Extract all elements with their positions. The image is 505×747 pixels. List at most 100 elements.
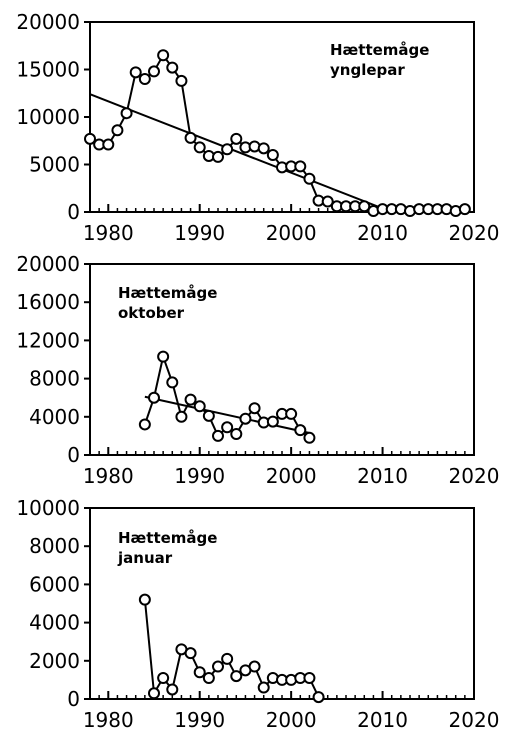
- x-tick-label: 2020: [449, 708, 500, 732]
- data-point: [312, 691, 325, 704]
- chart-annotation-line: Hættemåge: [118, 284, 217, 302]
- data-point: [138, 73, 151, 85]
- data-point: [175, 410, 188, 423]
- x-tick-label: 2020: [449, 464, 500, 488]
- data-point: [193, 141, 206, 154]
- y-tick-label: 4000: [29, 405, 80, 429]
- data-point: [221, 143, 234, 156]
- data-point: [138, 418, 151, 431]
- y-tick-label: 0: [67, 687, 80, 711]
- y-tick-label: 10000: [16, 496, 80, 520]
- data-point: [230, 427, 243, 440]
- y-tick-label: 4000: [29, 611, 80, 635]
- data-point: [193, 666, 206, 679]
- data-point: [294, 160, 307, 173]
- data-point: [221, 652, 234, 665]
- data-point: [358, 200, 371, 213]
- y-tick-label: 8000: [29, 534, 80, 558]
- x-tick-label: 1980: [83, 221, 134, 245]
- chart-annotation-line: ynglepar: [330, 61, 405, 79]
- data-point: [239, 412, 252, 425]
- data-point: [148, 391, 160, 404]
- data-point: [303, 431, 316, 444]
- y-tick-label: 6000: [29, 572, 80, 596]
- data-point: [303, 172, 316, 185]
- data-point: [458, 203, 471, 216]
- data-point: [202, 409, 215, 422]
- data-point: [202, 671, 215, 684]
- data-point: [230, 670, 243, 683]
- chart-panel-3: 0 2000 4000 6000 8000 10000 1980 1990 2000 2010 20…: [16, 496, 499, 732]
- data-point: [193, 400, 206, 413]
- y-tick-label: 20000: [16, 10, 80, 34]
- y-tick-label: 0: [67, 443, 80, 467]
- data-point: [102, 138, 115, 151]
- x-tick-label: 2000: [266, 221, 317, 245]
- data-point: [184, 393, 197, 406]
- y-tick-label: 10000: [16, 105, 80, 129]
- data-point: [303, 671, 316, 684]
- data-point: [257, 681, 270, 694]
- x-tick-label: 1990: [174, 221, 225, 245]
- data-point: [294, 424, 307, 437]
- y-tick-label: 16000: [16, 290, 80, 314]
- y-tick-label: 8000: [29, 367, 80, 391]
- data-point: [257, 142, 270, 155]
- data-point: [148, 65, 160, 78]
- x-tick-label: 2020: [449, 221, 500, 245]
- data-point: [266, 149, 279, 161]
- y-tick-label: 15000: [16, 58, 80, 82]
- data-point: [221, 421, 234, 434]
- data-point: [184, 647, 197, 660]
- data-point: [212, 429, 224, 442]
- data-point: [266, 415, 279, 428]
- chart-panel-1: 0 5000 10000 15000 20000 1980 1990 2000 2010 2020…: [16, 10, 499, 245]
- data-point: [157, 671, 170, 684]
- data-point: [138, 593, 151, 606]
- y-tick-label: 5000: [29, 153, 80, 177]
- data-point: [212, 150, 224, 163]
- data-point: [157, 49, 170, 62]
- data-point: [248, 660, 261, 673]
- trend-line: [144, 395, 310, 435]
- data-point: [175, 74, 188, 87]
- x-tick-label: 1990: [174, 464, 225, 488]
- data-point: [166, 376, 179, 389]
- data-point: [111, 124, 124, 137]
- data-point: [166, 683, 179, 696]
- data-point: [285, 407, 298, 420]
- chart-annotation: Hættemåge ynglepar: [330, 41, 429, 79]
- chart-annotation-line: januar: [117, 549, 173, 567]
- data-point: [321, 195, 334, 208]
- data-point: [230, 132, 243, 145]
- x-tick-label: 2010: [357, 708, 408, 732]
- chart-annotation-line: oktober: [118, 304, 185, 322]
- x-tick-label: 2010: [357, 221, 408, 245]
- x-tick-label: 1980: [83, 464, 134, 488]
- x-tick-label: 2010: [357, 464, 408, 488]
- y-tick-label: 20000: [16, 252, 80, 276]
- data-point: [84, 132, 96, 145]
- data-point: [248, 402, 261, 415]
- x-tick-label: 1990: [174, 708, 225, 732]
- x-tick-label: 2000: [266, 464, 317, 488]
- chart-annotation-line: Hættemåge: [330, 41, 429, 59]
- y-tick-label: 2000: [29, 649, 80, 673]
- trend-line: [89, 93, 393, 213]
- chart-panel-2: 0 4000 8000 12000 16000 20000 1980 1990 2000 2010…: [16, 252, 499, 488]
- data-point: [120, 107, 133, 120]
- y-tick-label: 0: [67, 200, 80, 224]
- chart-annotation-line: Hættemåge: [118, 529, 217, 547]
- chart-annotation: Hættemåge januar: [117, 529, 217, 567]
- data-point: [184, 131, 197, 144]
- x-tick-label: 1980: [83, 708, 134, 732]
- data-point: [148, 687, 160, 700]
- data-point: [166, 61, 179, 74]
- data-point: [212, 660, 224, 673]
- data-point: [129, 66, 142, 79]
- x-tick-label: 2000: [266, 708, 317, 732]
- y-tick-label: 12000: [16, 328, 80, 352]
- chart-annotation: Hættemåge oktober: [118, 284, 217, 322]
- data-point: [157, 350, 170, 363]
